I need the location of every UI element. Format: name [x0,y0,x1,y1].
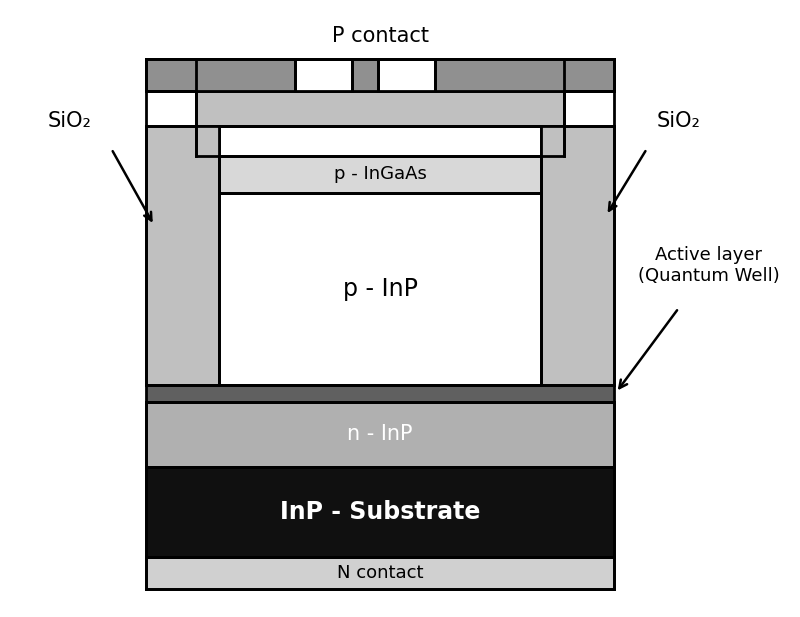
Polygon shape [146,59,614,91]
Polygon shape [378,59,435,91]
Text: Active layer
(Quantum Well): Active layer (Quantum Well) [638,246,779,284]
Polygon shape [196,126,564,155]
Text: p - InGaAs: p - InGaAs [334,165,426,183]
Polygon shape [146,59,614,91]
Text: SiO₂: SiO₂ [47,111,91,131]
Text: InP - Substrate: InP - Substrate [280,500,480,524]
Polygon shape [542,126,614,384]
Text: SiO₂: SiO₂ [657,111,701,131]
Bar [146,384,614,402]
Polygon shape [196,91,564,126]
Text: N contact: N contact [337,564,423,582]
Polygon shape [219,193,542,384]
Bar [146,402,614,467]
Polygon shape [295,59,352,91]
Polygon shape [219,155,542,193]
Text: P contact: P contact [331,27,429,46]
Text: p - InP: p - InP [342,276,418,300]
Text: n - InP: n - InP [347,424,413,444]
Bar [146,467,614,557]
Bar [146,557,614,589]
Polygon shape [146,59,614,91]
Polygon shape [146,126,219,384]
